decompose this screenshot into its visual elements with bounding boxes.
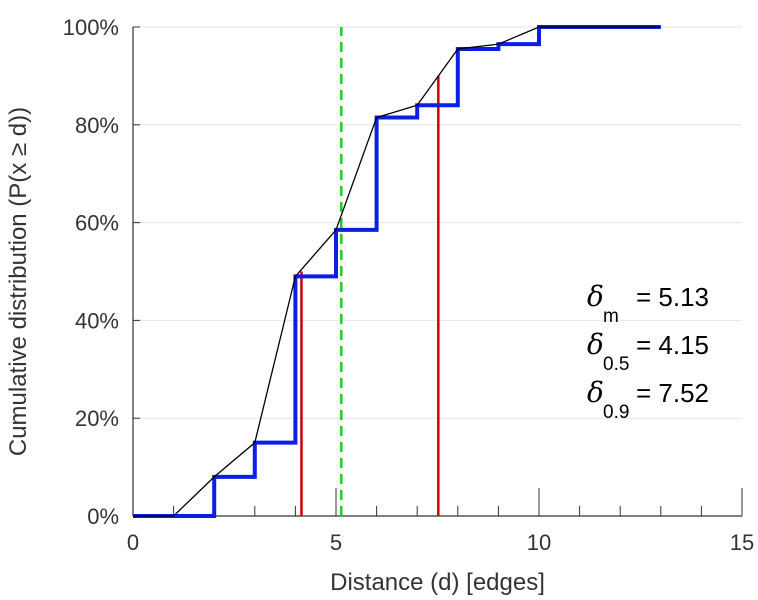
tick-labels: 0 5 10 15 0% 20% 40% 60% 80% 100%	[63, 15, 755, 555]
annotation-subscript: 0.9	[603, 402, 629, 423]
series-group	[133, 25, 661, 518]
y-axis-label: Cumulative distribution (P(x ≥ d))	[5, 107, 32, 456]
annotation-symbol: δ	[587, 328, 604, 361]
annotation-subscript: 0.5	[603, 354, 629, 375]
annotation-1: δm = 5.13	[587, 280, 709, 327]
x-tick-label: 0	[127, 530, 139, 555]
x-tick-label: 15	[730, 530, 754, 555]
annotation-2: δ0.5 = 4.15	[587, 328, 709, 375]
interpolated-line	[133, 26, 661, 517]
x-axis-label: Distance (d) [edges]	[330, 569, 545, 596]
annotation-symbol: δ	[587, 376, 604, 409]
annotation-value: = 5.13	[636, 282, 709, 312]
annotation-value: = 7.52	[636, 378, 709, 408]
y-tick-label: 40%	[75, 308, 119, 333]
y-tick-label: 100%	[63, 15, 119, 40]
annotation-symbol: δ	[587, 280, 604, 313]
x-tick-label: 5	[330, 530, 342, 555]
y-tick-label: 80%	[75, 113, 119, 138]
annotation-subscript: m	[603, 306, 619, 327]
step-series	[133, 25, 661, 518]
annotation-3: δ0.9 = 7.52	[587, 376, 709, 423]
y-tick-label: 0%	[87, 504, 119, 529]
y-tick-label: 20%	[75, 406, 119, 431]
reference-lines	[300, 27, 440, 516]
annotation-value: = 4.15	[636, 330, 709, 360]
y-tick-label: 60%	[75, 211, 119, 236]
x-tick-label: 10	[527, 530, 551, 555]
